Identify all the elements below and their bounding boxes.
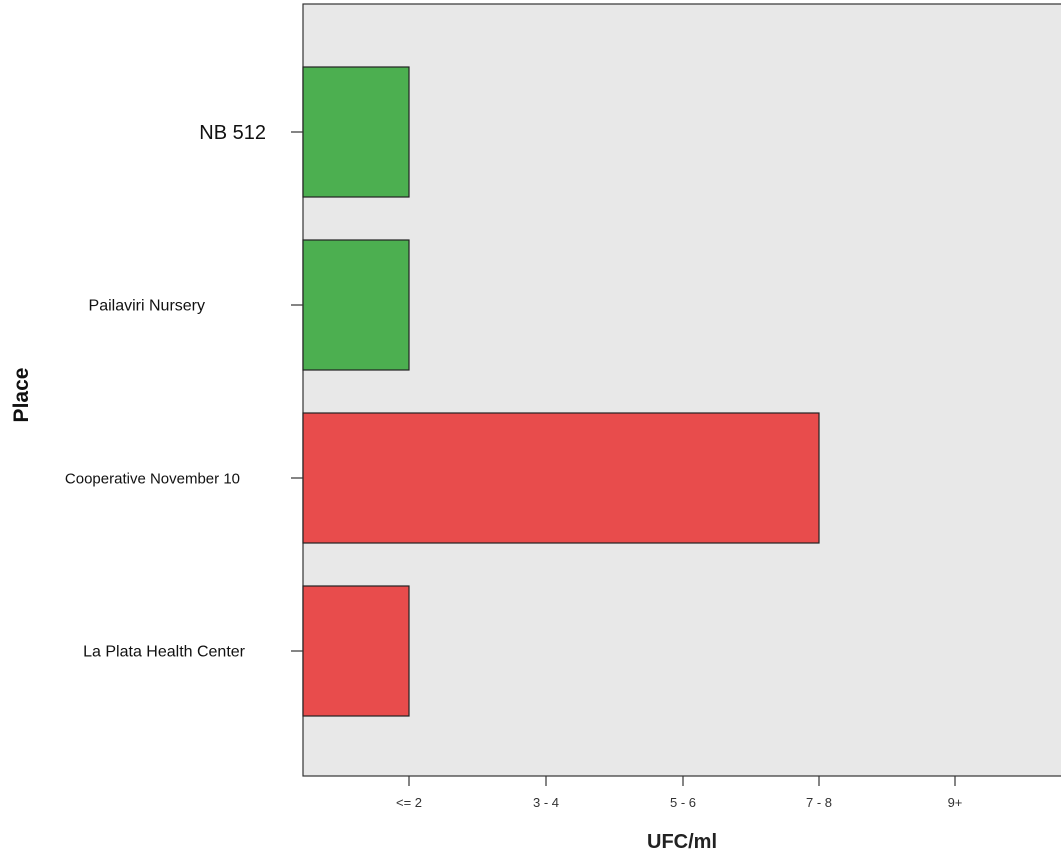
x-tick-label: 7 - 8 (806, 795, 832, 810)
y-tick-label: NB 512 (199, 122, 266, 144)
y-tick-label: Pailaviri Nursery (89, 298, 205, 315)
y-tick-label: Cooperative November 10 (65, 470, 240, 487)
bars-layer (302, 66, 820, 717)
x-tick-label: 9+ (948, 795, 963, 810)
y-tick-label: La Plata Health Center (83, 644, 246, 661)
y-ticks: NB 512 Pailaviri Nursery Cooperative Novem… (65, 122, 303, 661)
y-axis-title: Place (10, 368, 33, 423)
plot-area (302, 3, 1061, 777)
bar-2 (302, 239, 410, 371)
bar-3 (302, 412, 820, 544)
x-tick-label: 5 - 6 (670, 795, 696, 810)
x-tick-label: 3 - 4 (533, 795, 559, 810)
bar-4 (302, 585, 410, 717)
x-axis-title: UFC/ml (647, 831, 717, 853)
bar-1 (302, 66, 410, 198)
x-tick-label: <= 2 (396, 795, 422, 810)
x-ticks: <= 2 3 - 4 5 - 6 7 - 8 9+ (396, 776, 962, 810)
